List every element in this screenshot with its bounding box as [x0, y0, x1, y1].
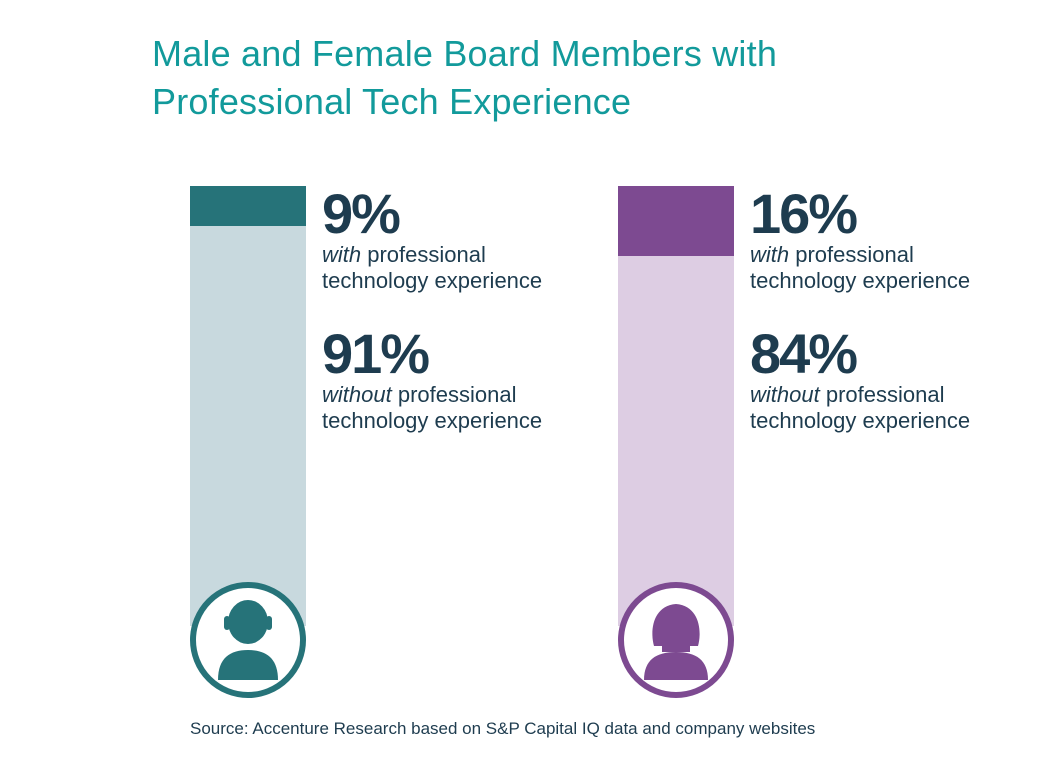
- female-without-percent: 84%: [750, 322, 858, 385]
- male-person-icon: [218, 600, 278, 680]
- female-without-rest: professional: [819, 382, 945, 407]
- female-with-stat: 16% with professional technology experien…: [750, 186, 970, 294]
- female-without-emphasis: without: [750, 382, 820, 407]
- female-without-label: without professional technology experienc…: [750, 382, 970, 434]
- title-line-1: Male and Female Board Members with: [152, 33, 778, 74]
- chart-title: Male and Female Board Members with Profe…: [152, 30, 777, 126]
- male-with-label: with professional technology experience: [322, 242, 542, 294]
- female-without-line2: technology experience: [750, 408, 971, 433]
- male-without-stat: 91% without professional technology exper…: [322, 326, 542, 434]
- female-with-line2: technology experience: [750, 268, 971, 293]
- male-without-line2: technology experience: [322, 408, 543, 433]
- source-note: Source: Accenture Research based on S&P …: [190, 719, 816, 738]
- male-bar-fill: [190, 186, 306, 226]
- female-with-percent: 16%: [750, 182, 858, 245]
- female-with-emphasis: with: [750, 242, 790, 267]
- female-bar-fill: [618, 186, 734, 257]
- male-without-percent: 91%: [322, 322, 430, 385]
- female-person-icon: [644, 604, 708, 680]
- male-avatar: [190, 582, 306, 698]
- male-with-percent: 9%: [322, 182, 401, 245]
- female-without-stat: 84% without professional technology exper…: [750, 326, 970, 434]
- female-with-rest: professional: [789, 242, 914, 267]
- title-line-2: Professional Tech Experience: [152, 81, 632, 122]
- male-bar-track: [190, 186, 306, 626]
- male-with-emphasis: with: [322, 242, 362, 267]
- male-with-stat: 9% with professional technology experienc…: [322, 186, 542, 294]
- male-with-line2: technology experience: [322, 268, 543, 293]
- male-with-rest: professional: [361, 242, 486, 267]
- female-with-label: with professional technology experience: [750, 242, 970, 294]
- female-avatar: [618, 582, 734, 698]
- female-bar-track: [618, 186, 734, 626]
- male-without-rest: professional: [391, 382, 517, 407]
- male-without-label: without professional technology experienc…: [322, 382, 542, 434]
- male-without-emphasis: without: [322, 382, 392, 407]
